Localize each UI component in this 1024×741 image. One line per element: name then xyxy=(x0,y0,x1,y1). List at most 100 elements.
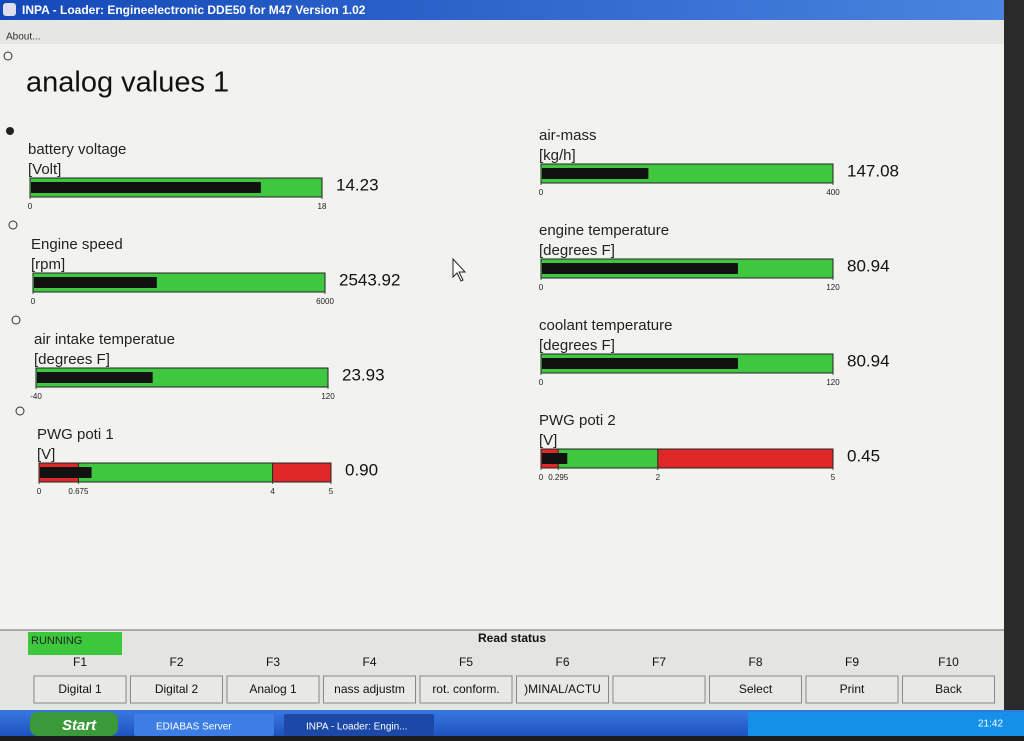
gauge-label: air-mass xyxy=(539,127,597,144)
gauge-unit: [rpm] xyxy=(31,256,65,273)
tick-label: 0 xyxy=(539,473,544,482)
key-name: F5 xyxy=(459,655,473,669)
status-message: Read status xyxy=(478,631,546,645)
start-label: Start xyxy=(62,717,97,734)
start-button[interactable] xyxy=(30,712,118,736)
tick-label: 5 xyxy=(329,487,334,496)
key-name: F10 xyxy=(938,655,959,669)
tick-label: 18 xyxy=(318,202,327,211)
gauge-label: engine temperature xyxy=(539,222,669,239)
key-button[interactable] xyxy=(323,675,416,704)
key-name: F8 xyxy=(748,655,762,669)
key-name: F4 xyxy=(362,655,376,669)
gauge-bar xyxy=(34,277,157,288)
key-name: F2 xyxy=(169,655,183,669)
gauge-value: 147.08 xyxy=(847,161,899,180)
menu-bar xyxy=(0,20,1024,44)
key-label: Back xyxy=(935,682,963,696)
key-button[interactable] xyxy=(805,675,899,704)
key-button[interactable] xyxy=(902,675,995,704)
gauge-label: PWG poti 2 xyxy=(539,412,616,429)
radio xyxy=(15,406,25,416)
tick-label: 120 xyxy=(826,378,840,387)
radio xyxy=(6,127,14,135)
task-label: INPA - Loader: Engin... xyxy=(306,722,408,733)
gauge-bar xyxy=(37,372,153,383)
gauge-bar xyxy=(31,182,261,193)
key-label: rot. conform. xyxy=(432,682,499,696)
task-button[interactable] xyxy=(134,714,274,736)
key-button[interactable] xyxy=(612,675,706,704)
tick-label: 0 xyxy=(31,297,36,306)
gauge-bar xyxy=(542,358,738,369)
gauge-unit: [degrees F] xyxy=(539,337,615,354)
key-label: Analog 1 xyxy=(249,682,297,696)
tick-label: 120 xyxy=(321,392,335,401)
menu-item[interactable]: About... xyxy=(6,32,40,43)
key-name: F9 xyxy=(845,655,859,669)
tick-label: 0 xyxy=(28,202,33,211)
content-area xyxy=(0,44,1004,630)
key-name: F3 xyxy=(266,655,280,669)
function-keys: F1 Digital 1 F2 Digital 2 F3 Analog 1 F4 nass a… xyxy=(33,655,995,704)
tick-label: 4 xyxy=(270,487,275,496)
gauges: battery voltage [Volt] 14.23 0 18 Engine spee… xyxy=(28,127,899,496)
screen-bezel xyxy=(1004,0,1024,710)
mouse-cursor xyxy=(452,257,467,282)
gauge-unit: [V] xyxy=(539,432,557,449)
tick-label: 0 xyxy=(539,188,544,197)
screen-title: analog values 1 xyxy=(26,67,229,99)
tray xyxy=(748,712,1024,736)
key-name: F1 xyxy=(73,655,87,669)
tick-label: 5 xyxy=(831,473,836,482)
key-name: F7 xyxy=(652,655,666,669)
tick-label: 0 xyxy=(37,487,42,496)
task-button[interactable] xyxy=(284,714,434,736)
tick-label: 0 xyxy=(539,378,544,387)
tick-label: 120 xyxy=(826,283,840,292)
key-button[interactable] xyxy=(33,675,127,704)
key-button[interactable] xyxy=(516,675,609,704)
gauge-value: 0.45 xyxy=(847,446,880,465)
tick-label: 0.675 xyxy=(68,487,89,496)
key-label: Digital 2 xyxy=(155,682,199,696)
key-button[interactable] xyxy=(419,675,513,704)
tick-label: -40 xyxy=(30,392,42,401)
key-label: Digital 1 xyxy=(58,682,102,696)
window-title: INPA - Loader: Engineelectronic DDE50 fo… xyxy=(22,3,366,17)
key-label: Print xyxy=(840,682,865,696)
gauge-label: Engine speed xyxy=(31,236,123,253)
gauge-unit: [V] xyxy=(37,446,55,463)
radio xyxy=(8,220,18,230)
key-button[interactable] xyxy=(709,675,802,704)
key-name: F6 xyxy=(555,655,569,669)
gauge-label: coolant temperature xyxy=(539,317,672,334)
gauge-unit: [degrees F] xyxy=(34,351,110,368)
radio xyxy=(11,315,21,325)
key-button[interactable] xyxy=(130,675,223,704)
gauge-label: battery voltage xyxy=(28,141,126,158)
gauge-value: 2543.92 xyxy=(339,270,400,289)
gauge-bar xyxy=(542,263,738,274)
title-bar xyxy=(0,0,1024,20)
tick-label: 0.295 xyxy=(548,473,569,482)
red-zone xyxy=(657,448,834,469)
key-label: nass adjustm xyxy=(334,682,405,696)
key-label: )MINAL/ACTU xyxy=(524,682,601,696)
tick-label: 0 xyxy=(539,283,544,292)
tick-label: 400 xyxy=(826,188,840,197)
status-state: RUNNING xyxy=(31,635,82,647)
gauge-bar xyxy=(542,453,568,464)
key-label: Select xyxy=(739,682,773,696)
key-button[interactable] xyxy=(226,675,320,704)
gauge-value: 80.94 xyxy=(847,351,890,370)
red-zone xyxy=(272,462,332,483)
gauge-unit: [kg/h] xyxy=(539,147,576,164)
app-icon xyxy=(3,3,16,16)
radio xyxy=(3,51,13,61)
gauge-value: 23.93 xyxy=(342,365,385,384)
tick-label: 6000 xyxy=(316,297,334,306)
gauge-bar xyxy=(40,467,92,478)
